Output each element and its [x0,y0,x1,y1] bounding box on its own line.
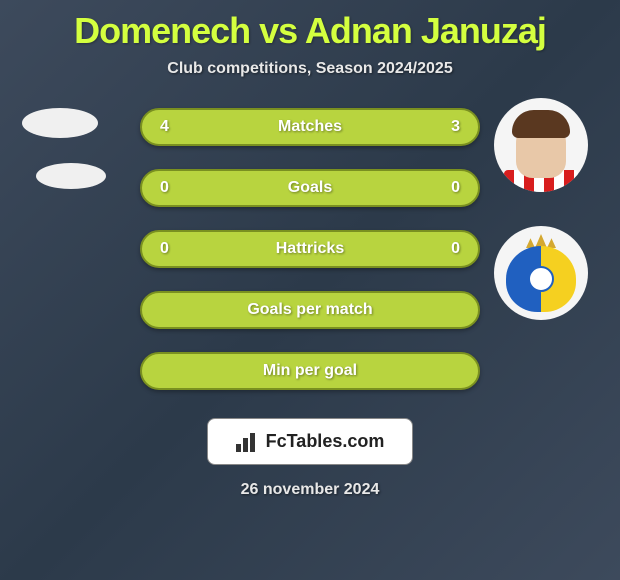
stat-right-value: 0 [451,179,460,197]
subtitle: Club competitions, Season 2024/2025 [167,60,452,78]
face-icon [516,118,566,178]
stat-right-value: 0 [451,240,460,258]
player-left-avatar-placeholder-2 [36,163,106,189]
stats-list: 4 Matches 3 0 Goals 0 0 Hattricks 0 Goal… [140,108,480,390]
player-right-avatar [494,98,588,192]
hair-icon [512,110,570,138]
stat-row-goals-per-match: Goals per match [140,291,480,329]
stat-right-value: 3 [451,118,460,136]
stat-label: Matches [278,118,342,136]
stat-left-value: 4 [160,118,169,136]
date-label: 26 november 2024 [241,481,380,499]
stat-row-hattricks: 0 Hattricks 0 [140,230,480,268]
page-title: Domenech vs Adnan Januzaj [74,10,546,52]
shield-icon [506,246,576,312]
branding-box[interactable]: FcTables.com [207,418,414,465]
stat-label: Goals per match [247,301,372,319]
stat-row-goals: 0 Goals 0 [140,169,480,207]
comparison-card: Domenech vs Adnan Januzaj Club competiti… [0,0,620,509]
stat-label: Goals [288,179,332,197]
stat-left-value: 0 [160,240,169,258]
stat-label: Min per goal [263,362,357,380]
branding-text: FcTables.com [266,431,385,452]
comparison-area: 4 Matches 3 0 Goals 0 0 Hattricks 0 Goal… [0,108,620,390]
club-right-badge [494,226,588,320]
player-left-avatar-placeholder-1 [22,108,98,138]
stat-row-matches: 4 Matches 3 [140,108,480,146]
stat-left-value: 0 [160,179,169,197]
club-badge-icon [506,234,576,312]
bar-chart-icon [236,432,260,452]
stat-label: Hattricks [276,240,344,258]
stat-row-min-per-goal: Min per goal [140,352,480,390]
